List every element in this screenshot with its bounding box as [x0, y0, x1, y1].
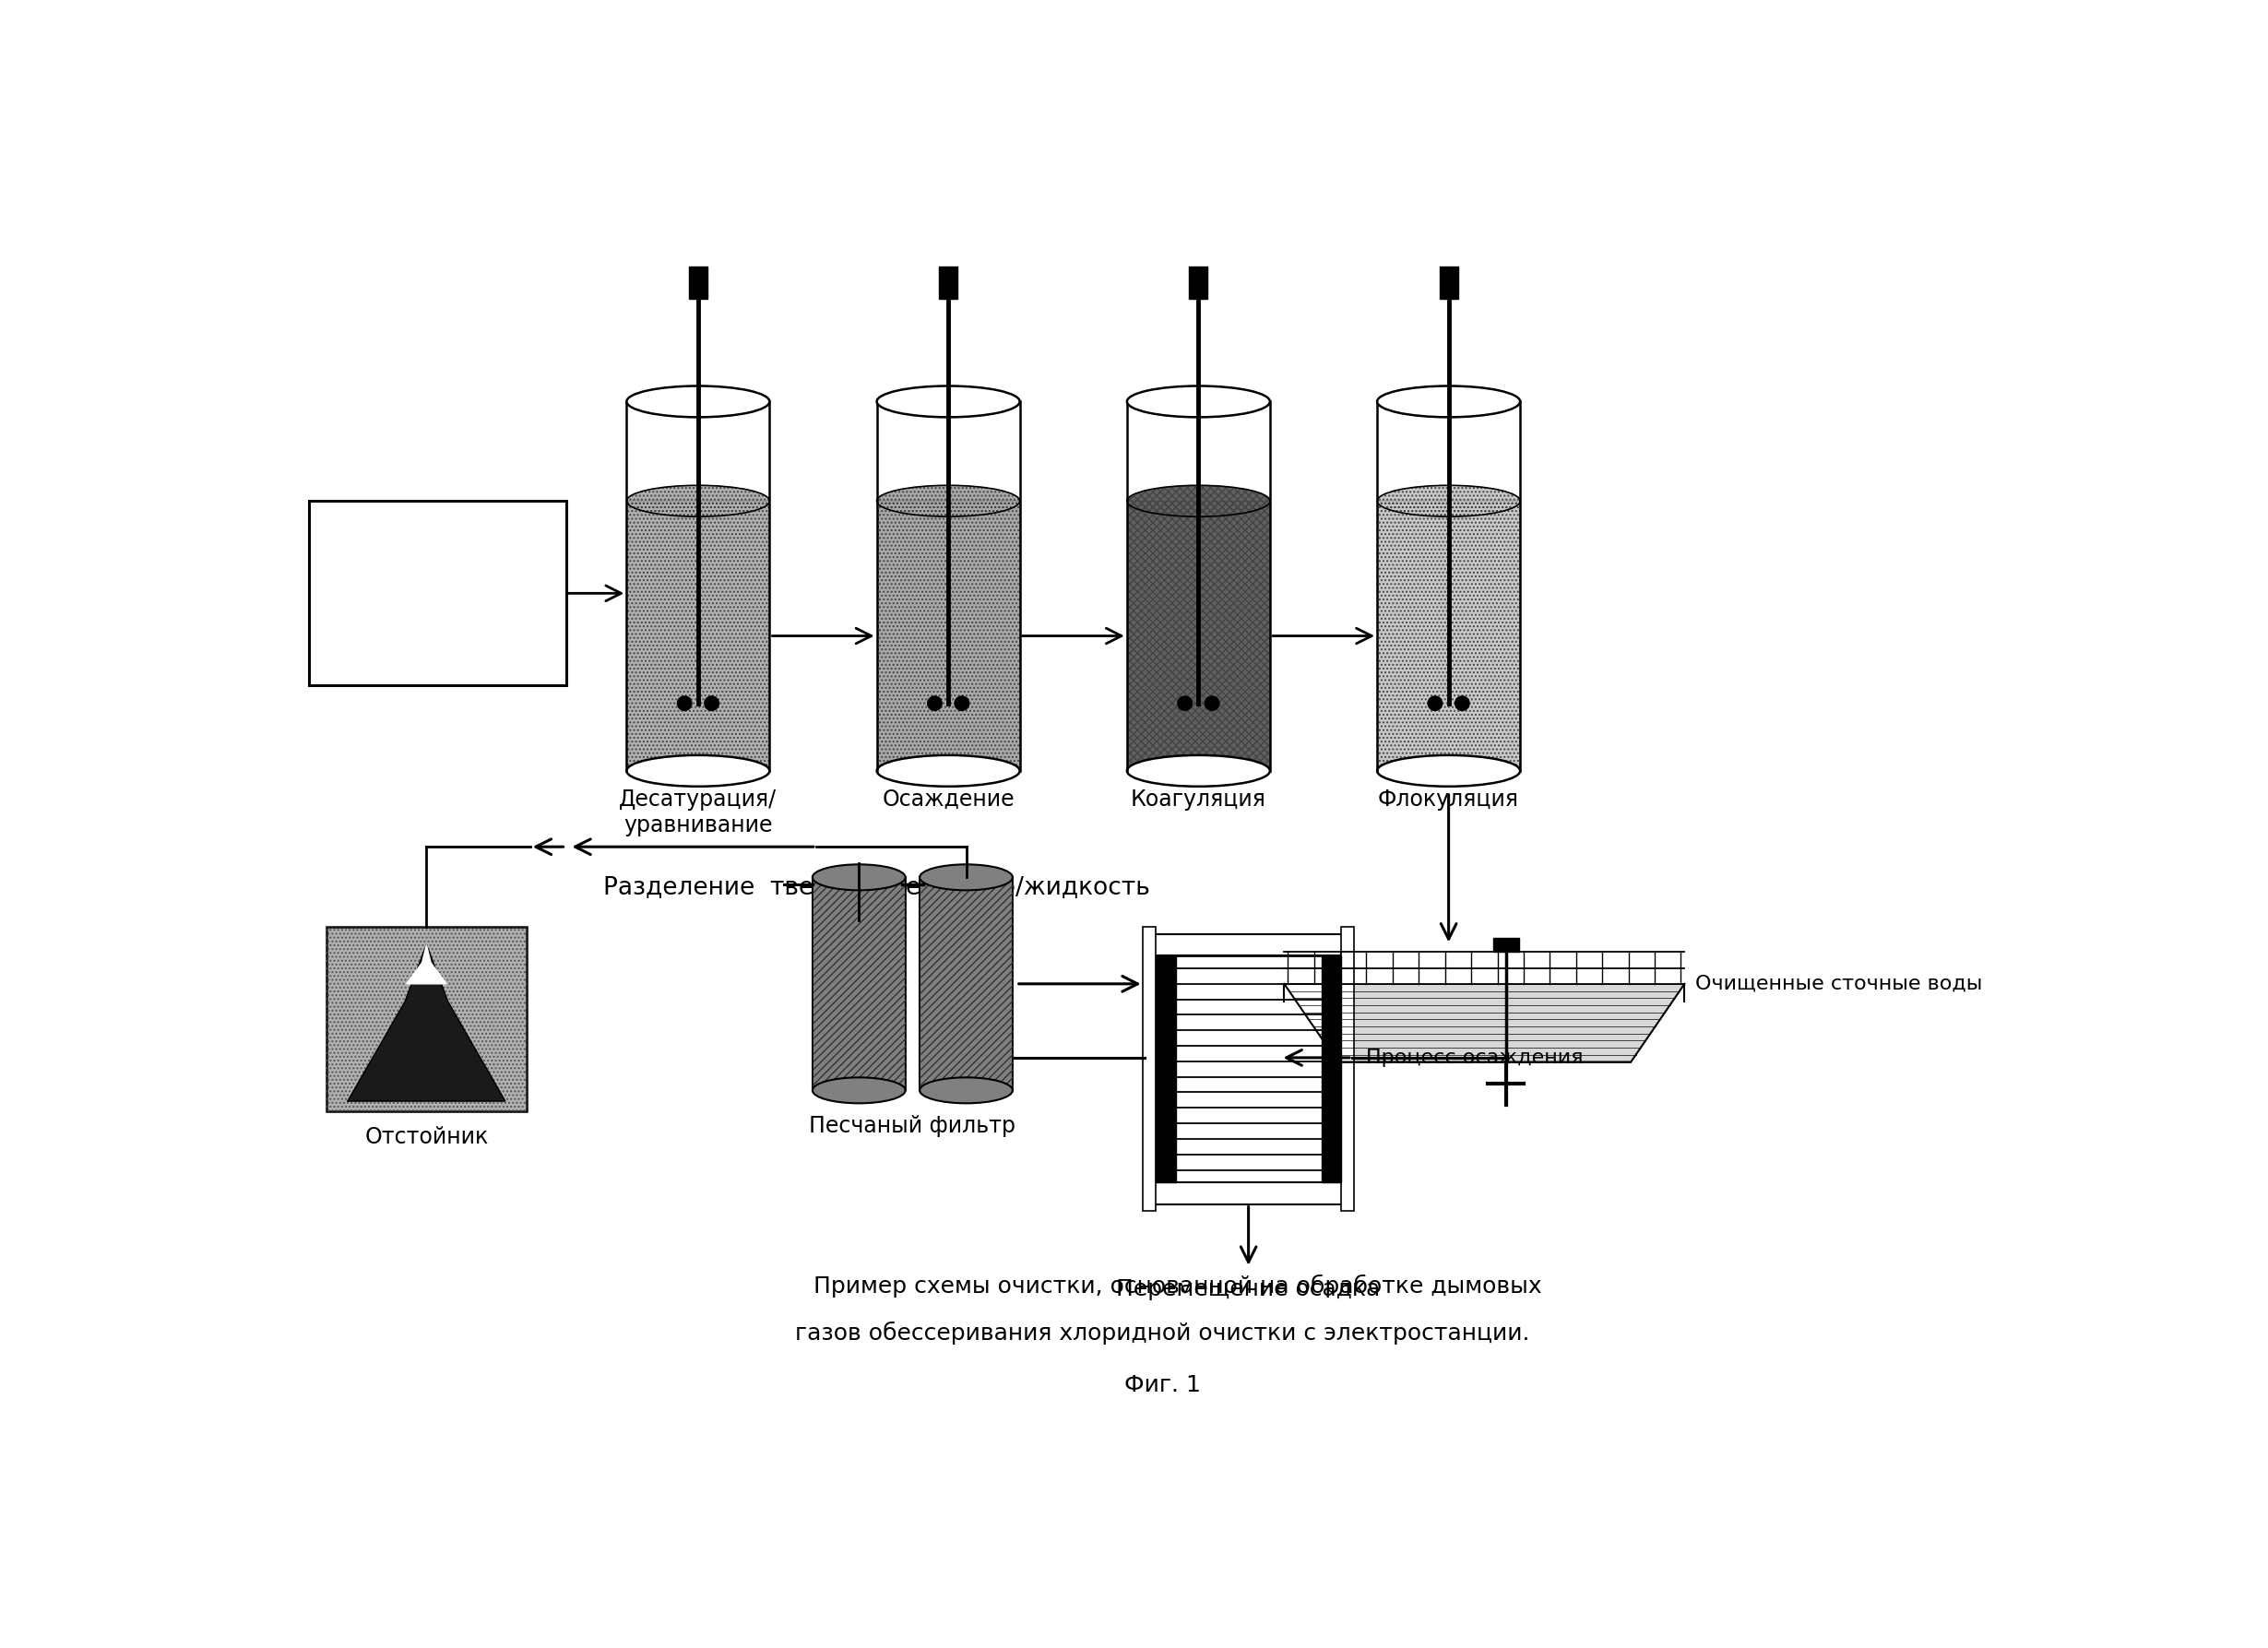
Bar [812, 877, 905, 1091]
Ellipse shape [1127, 755, 1270, 786]
Polygon shape [878, 501, 1021, 771]
Polygon shape [1284, 984, 1685, 1061]
Bar [1143, 928, 1157, 1211]
Circle shape [955, 695, 968, 710]
Bar [1440, 267, 1458, 298]
Polygon shape [626, 501, 769, 771]
Bar [1145, 934, 1352, 956]
Ellipse shape [921, 865, 1012, 890]
Bar [327, 928, 526, 1112]
Text: Очищенные сточные воды: Очищенные сточные воды [1694, 974, 1982, 994]
Ellipse shape [1127, 486, 1270, 516]
Ellipse shape [878, 386, 1021, 417]
Text: Десатурация/
уравнивание: Десатурация/ уравнивание [619, 789, 778, 836]
Circle shape [678, 695, 692, 710]
Text: Пример схемы очистки, основанной на обработке дымовых: Пример схемы очистки, основанной на обра… [785, 1274, 1542, 1297]
Text: Отстойник: Отстойник [365, 1126, 488, 1149]
Ellipse shape [812, 1078, 905, 1103]
Circle shape [928, 695, 941, 710]
Text: Осаждение: Осаждение [882, 789, 1014, 811]
Text: Процесс осаждения: Процесс осаждения [1365, 1048, 1583, 1066]
Ellipse shape [878, 755, 1021, 786]
Polygon shape [1127, 501, 1270, 771]
Bar [921, 877, 1012, 1091]
Circle shape [1177, 695, 1193, 710]
Bar [921, 877, 1012, 1091]
Bar [1322, 956, 1340, 1183]
Ellipse shape [1377, 386, 1520, 417]
Ellipse shape [626, 386, 769, 417]
Bar [1157, 956, 1175, 1183]
Ellipse shape [1127, 386, 1270, 417]
Polygon shape [1377, 501, 1520, 771]
Bar [1188, 267, 1209, 298]
Bar [939, 267, 957, 298]
Polygon shape [406, 944, 447, 984]
Ellipse shape [1377, 486, 1520, 516]
Circle shape [1429, 695, 1442, 710]
Bar [308, 501, 565, 686]
Bar [1145, 1183, 1352, 1205]
Text: Сточные  воды: Сточные воды [336, 580, 538, 606]
Circle shape [705, 695, 719, 710]
Polygon shape [347, 944, 506, 1101]
Ellipse shape [626, 755, 769, 786]
Text: Флокуляция: Флокуляция [1379, 789, 1520, 811]
Circle shape [1456, 695, 1470, 710]
Ellipse shape [921, 1078, 1012, 1103]
Bar [1492, 938, 1520, 953]
Bar [812, 877, 905, 1091]
Text: Коагуляция: Коагуляция [1132, 789, 1266, 811]
Bar [1340, 928, 1354, 1211]
Bar [689, 267, 708, 298]
Circle shape [1204, 695, 1220, 710]
Ellipse shape [1377, 755, 1520, 786]
Text: Фиг. 1: Фиг. 1 [1125, 1374, 1202, 1396]
Bar [1157, 956, 1340, 1183]
Text: газов обессеривания хлоридной очистки с электростанции.: газов обессеривания хлоридной очистки с … [796, 1322, 1531, 1345]
Bar [327, 928, 526, 1112]
Text: Перемещение осадка: Перемещение осадка [1116, 1279, 1381, 1300]
Text: Песчаный фильтр: Песчаный фильтр [810, 1116, 1016, 1137]
Text: Разделение  твердое  вещество/жидкость: Разделение твердое вещество/жидкость [603, 877, 1150, 900]
Ellipse shape [878, 486, 1021, 516]
Ellipse shape [812, 865, 905, 890]
Ellipse shape [626, 486, 769, 516]
